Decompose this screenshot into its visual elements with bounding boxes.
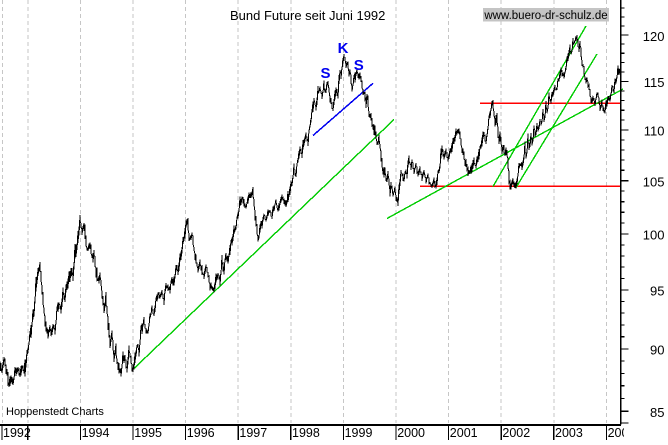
svg-text:1998: 1998 [292, 426, 320, 440]
svg-text:115: 115 [644, 75, 665, 90]
svg-text:1995: 1995 [134, 426, 162, 440]
svg-text:1994: 1994 [82, 426, 110, 440]
svg-text:1999: 1999 [345, 426, 373, 440]
svg-text:100: 100 [643, 228, 665, 243]
svg-text:120: 120 [643, 29, 665, 44]
svg-text:S: S [320, 65, 330, 82]
svg-text:2004: 2004 [608, 426, 636, 440]
svg-text:85: 85 [650, 405, 664, 420]
svg-text:Hoppenstedt Charts: Hoppenstedt Charts [6, 406, 104, 418]
svg-text:2002: 2002 [502, 426, 530, 440]
svg-text:K: K [338, 40, 349, 57]
svg-text:90: 90 [650, 343, 664, 358]
svg-text:2001: 2001 [450, 426, 478, 440]
svg-text:1996: 1996 [187, 426, 215, 440]
svg-text:95: 95 [650, 284, 664, 299]
svg-text:110: 110 [644, 124, 665, 139]
svg-text:S: S [354, 57, 364, 74]
svg-text:1997: 1997 [239, 426, 267, 440]
svg-text:105: 105 [643, 175, 665, 190]
svg-text:Bund Future seit Juni 1992: Bund Future seit Juni 1992 [230, 8, 385, 23]
svg-text:2003: 2003 [555, 426, 583, 440]
svg-text:2000: 2000 [397, 426, 425, 440]
svg-text:www.buero-dr-schulz.de: www.buero-dr-schulz.de [483, 10, 607, 22]
svg-text:1992: 1992 [3, 426, 31, 440]
